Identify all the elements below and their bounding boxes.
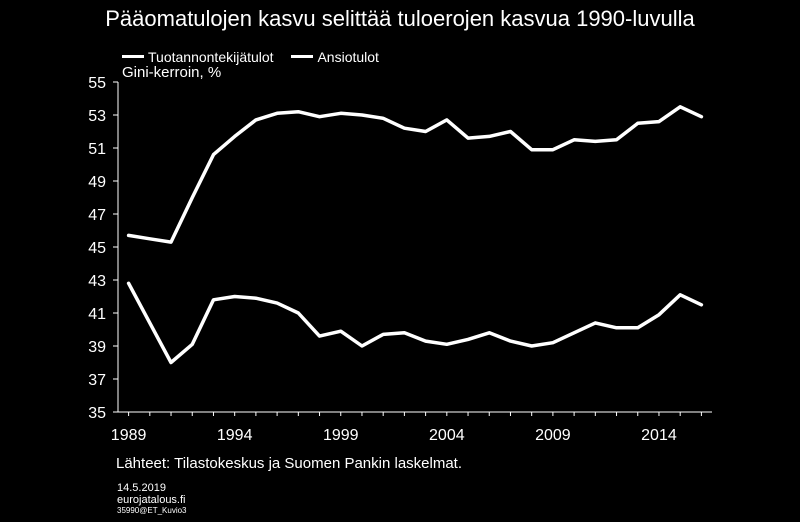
x-tick-label: 1994	[217, 427, 253, 444]
y-tick-label: 41	[88, 306, 106, 323]
y-tick-label: 53	[88, 108, 106, 125]
legend-label-tuotannontekijatulot: Tuotannontekijätulot	[148, 48, 274, 65]
x-tick-label: 2009	[535, 427, 571, 444]
footer-code: 35990@ET_Kuvio3	[117, 506, 187, 515]
x-tick-label: 1999	[323, 427, 359, 444]
x-tick-label: 2014	[641, 427, 677, 444]
legend-item-tuotannontekijatulot: Tuotannontekijätulot	[122, 49, 274, 65]
y-tick-label: 35	[88, 405, 106, 422]
legend-swatch-ansiotulot	[291, 55, 314, 58]
y-tick-label: 51	[88, 141, 106, 158]
y-tick-label: 49	[88, 174, 106, 191]
series-line-0	[126, 105, 704, 244]
series-line-1	[126, 281, 704, 365]
source-note: Lähteet: Tilastokeskus ja Suomen Pankin …	[116, 455, 463, 472]
legend: Tuotannontekijätulot Ansiotulot	[122, 45, 393, 65]
x-tick-label: 1989	[111, 427, 147, 444]
y-tick-label: 39	[88, 339, 106, 356]
y-tick-label: 37	[88, 372, 106, 389]
y-tick-label: 43	[88, 273, 106, 290]
chart-title: Pääomatulojen kasvu selittää tuloerojen …	[105, 6, 695, 31]
x-tick-label: 2004	[429, 427, 465, 444]
legend-item-ansiotulot: Ansiotulot	[291, 48, 379, 65]
y-tick-label: 55	[88, 75, 106, 92]
footer-site: eurojatalous.fi	[117, 494, 186, 506]
legend-swatch-tuotannontekijatulot	[122, 55, 144, 58]
y-tick-label: 45	[88, 240, 106, 257]
legend-label-ansiotulot: Ansiotulot	[317, 48, 379, 65]
footer-date: 14.5.2019	[117, 482, 166, 494]
y-axis-label: Gini-kerroin, %	[122, 64, 222, 81]
y-tick-label: 47	[88, 207, 106, 224]
